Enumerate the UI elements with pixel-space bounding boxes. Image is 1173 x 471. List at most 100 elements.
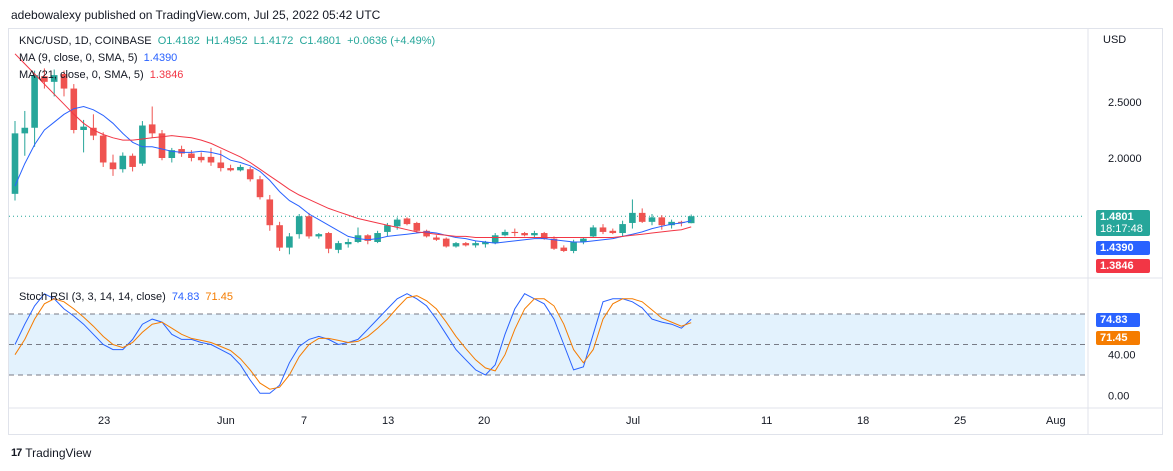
ma9-value: 1.4390 [143,52,178,64]
candle-body [109,162,117,170]
chart-canvas[interactable]: 2.0000 2.5000 USD 40.00 0.00 23 Jun 7 13 20 Jul 11 1… [8,28,1163,435]
candle-body [462,243,470,246]
candle-body [384,225,391,232]
candle-body [60,74,68,89]
candle-body [207,156,215,163]
candle-body [433,237,440,240]
price-axis-currency: USD [1103,34,1126,46]
candle-body [148,124,156,134]
candle-body [119,155,127,170]
candle-body [70,88,78,130]
ohlc-low: L1.4172 [253,35,294,47]
time-tick-label: 23 [98,415,110,427]
ma21-badge: 1.3846 [1096,259,1150,273]
candle-body [11,133,19,194]
candle-body [178,149,185,154]
stoch-rsi-legend[interactable]: Stoch RSI (3, 3, 14, 14, close) 74.83 71… [19,291,233,303]
time-tick-label: Jun [217,415,235,427]
stoch-rsi-band [9,314,1085,375]
candle-body [570,242,577,251]
candle-body [413,222,421,231]
time-tick-label: Jul [626,415,640,427]
stoch-k-value: 74.83 [171,291,200,303]
candle-body [217,162,225,169]
candle-body [246,169,254,180]
ma21-value: 1.3846 [149,69,184,81]
tradingview-brand: TradingView [25,446,92,460]
candle-body [472,243,479,246]
tradingview-logo[interactable]: 17 TradingView [11,446,91,460]
candle-body [237,166,244,171]
ma9-legend[interactable]: MA (9, close, 0, SMA, 5) 1.4390 [19,52,177,64]
bar-countdown: 18:17:48 [1100,223,1143,235]
candle-body [129,155,136,167]
candle-body [80,126,87,130]
candle-body [658,217,666,226]
stoch-d-value: 71.45 [205,291,233,303]
candle-body [687,216,695,224]
ma9-label: MA (9, close, 0, SMA, 5) [19,52,138,64]
candle-body [188,153,195,158]
candle-body [521,233,528,236]
ohlc-open: O1.4182 [157,35,200,47]
candle-body [452,243,460,247]
candle-body [266,199,274,226]
candle-body [256,179,264,198]
candle-body [50,75,58,82]
candle-body [315,234,323,237]
ma9-badge: 1.4390 [1096,241,1150,255]
candle-body [482,242,489,245]
price-tick-label: 2.5000 [1108,97,1142,109]
candle-body [403,218,411,225]
candle-body [31,75,38,128]
candle-body [364,235,372,241]
time-tick-label: 20 [478,415,490,427]
symbol-label: KNC/USD, 1D, COINBASE [19,35,152,47]
candle-body [423,230,430,237]
time-tick-label: 7 [301,415,307,427]
ma21-line [14,53,692,238]
ma9-line [14,105,692,244]
candle-body [41,76,48,82]
time-tick-label: 11 [761,415,772,427]
time-tick-label: 18 [857,415,869,427]
candle-body [511,231,519,234]
last-price-badge: 1.4801 18:17:48 [1096,210,1150,236]
candle-body [139,125,146,164]
candle-body [158,133,166,158]
publish-info: adebowalexy published on TradingView.com… [11,8,381,22]
ma21-legend[interactable]: MA (21, close, 0, SMA, 5) 1.3846 [19,69,183,81]
time-tick-label: 25 [954,415,966,427]
candle-body [540,233,548,239]
candle-body [393,219,401,227]
last-price-value: 1.4801 [1100,211,1134,223]
ma21-label: MA (21, close, 0, SMA, 5) [19,69,144,81]
candle-body [286,236,293,248]
rsi-tick-label: 40.00 [1108,350,1136,362]
stoch-k-badge: 74.83 [1096,313,1140,327]
tradingview-logo-icon: 17 [11,447,22,459]
candle-body [629,212,636,223]
candle-body [599,227,607,232]
stoch-rsi-label: Stoch RSI (3, 3, 14, 14, close) [19,291,166,303]
candle-body [550,238,558,249]
candle-body [638,212,646,222]
time-tick-label: Aug [1046,415,1066,427]
candle-body [442,238,450,247]
candle-body [668,221,675,226]
candle-body [619,224,626,234]
price-tick-label: 2.0000 [1108,153,1142,165]
rsi-tick-label: 0.00 [1108,390,1129,402]
candle-body [344,242,352,245]
candle-body [678,221,685,223]
candle-body [648,217,656,222]
candle-body [335,243,342,250]
candle-body [589,227,597,237]
candle-body [531,233,538,236]
candle-body [305,216,313,237]
time-tick-label: 13 [382,415,394,427]
stoch-d-badge: 71.45 [1096,331,1140,345]
stoch-d-line [14,295,692,390]
candle-body [227,168,234,171]
ohlc-close: C1.4801 [299,35,342,47]
